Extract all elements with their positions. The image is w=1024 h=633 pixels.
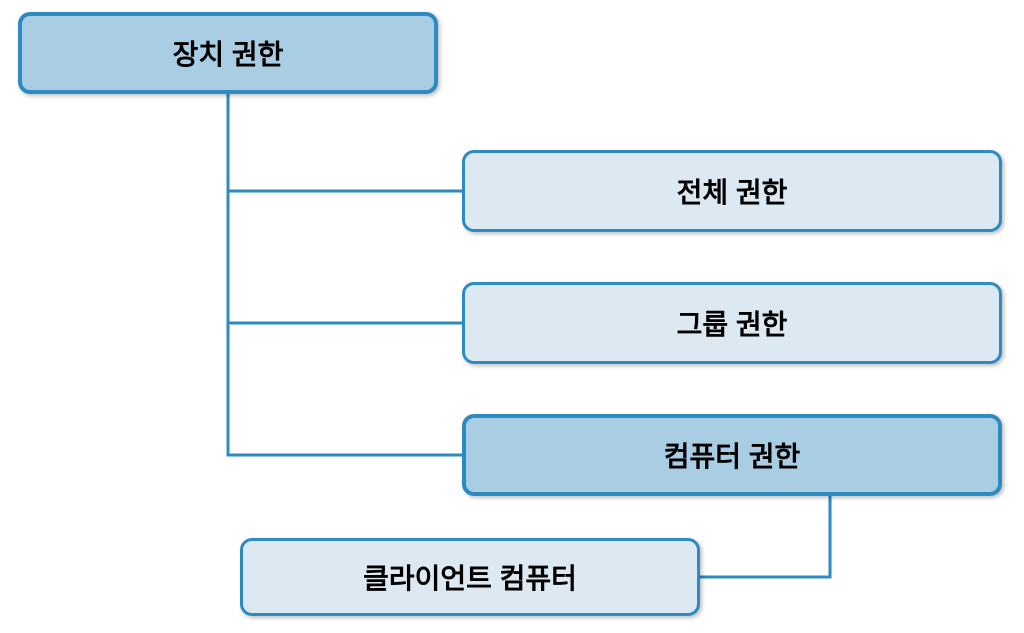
- node-label: 클라이언트 컴퓨터: [363, 557, 577, 597]
- edge-root-child1: [228, 94, 462, 191]
- node-grandchild: 클라이언트 컴퓨터: [240, 538, 700, 616]
- node-label: 그룹 권한: [677, 303, 788, 343]
- node-child1: 전체 권한: [462, 150, 1002, 232]
- node-child3: 컴퓨터 권한: [462, 414, 1002, 496]
- edge-root-child2: [228, 94, 462, 323]
- node-root: 장치 권한: [18, 12, 438, 94]
- diagram-canvas: 장치 권한전체 권한그룹 권한컴퓨터 권한클라이언트 컴퓨터: [0, 0, 1024, 633]
- node-label: 장치 권한: [173, 33, 284, 73]
- edge-child3-grandchild: [700, 496, 830, 577]
- edge-root-child3: [228, 94, 462, 455]
- node-child2: 그룹 권한: [462, 282, 1002, 364]
- node-label: 전체 권한: [677, 171, 788, 211]
- node-label: 컴퓨터 권한: [664, 435, 801, 475]
